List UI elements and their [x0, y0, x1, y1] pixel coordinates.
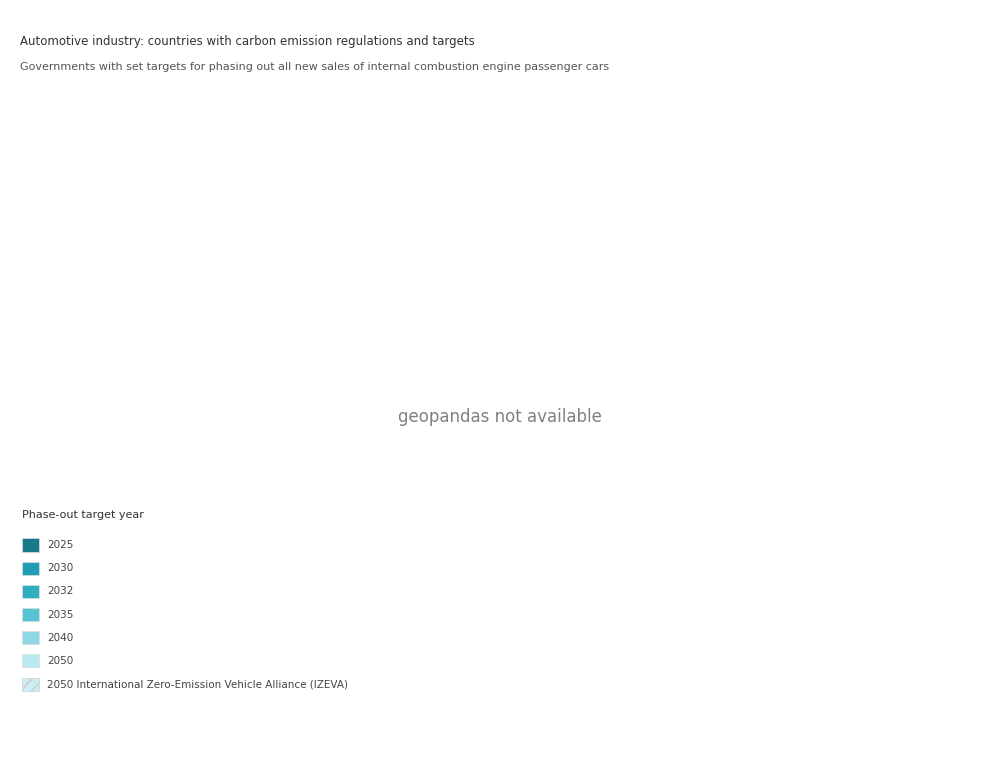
Text: 2030: 2030: [47, 564, 73, 573]
Text: Phase-out target year: Phase-out target year: [22, 510, 144, 519]
Text: 2032: 2032: [47, 587, 73, 596]
Text: geopandas not available: geopandas not available: [398, 408, 602, 427]
Text: 2040: 2040: [47, 633, 73, 642]
Text: Governments with set targets for phasing out all new sales of internal combustio: Governments with set targets for phasing…: [20, 62, 609, 72]
Text: Automotive industry: countries with carbon emission regulations and targets: Automotive industry: countries with carb…: [20, 35, 475, 48]
Text: 2050 International Zero-Emission Vehicle Alliance (IZEVA): 2050 International Zero-Emission Vehicle…: [47, 679, 348, 689]
Text: 2035: 2035: [47, 610, 73, 619]
Text: 2050: 2050: [47, 656, 73, 666]
Text: 2025: 2025: [47, 540, 73, 550]
